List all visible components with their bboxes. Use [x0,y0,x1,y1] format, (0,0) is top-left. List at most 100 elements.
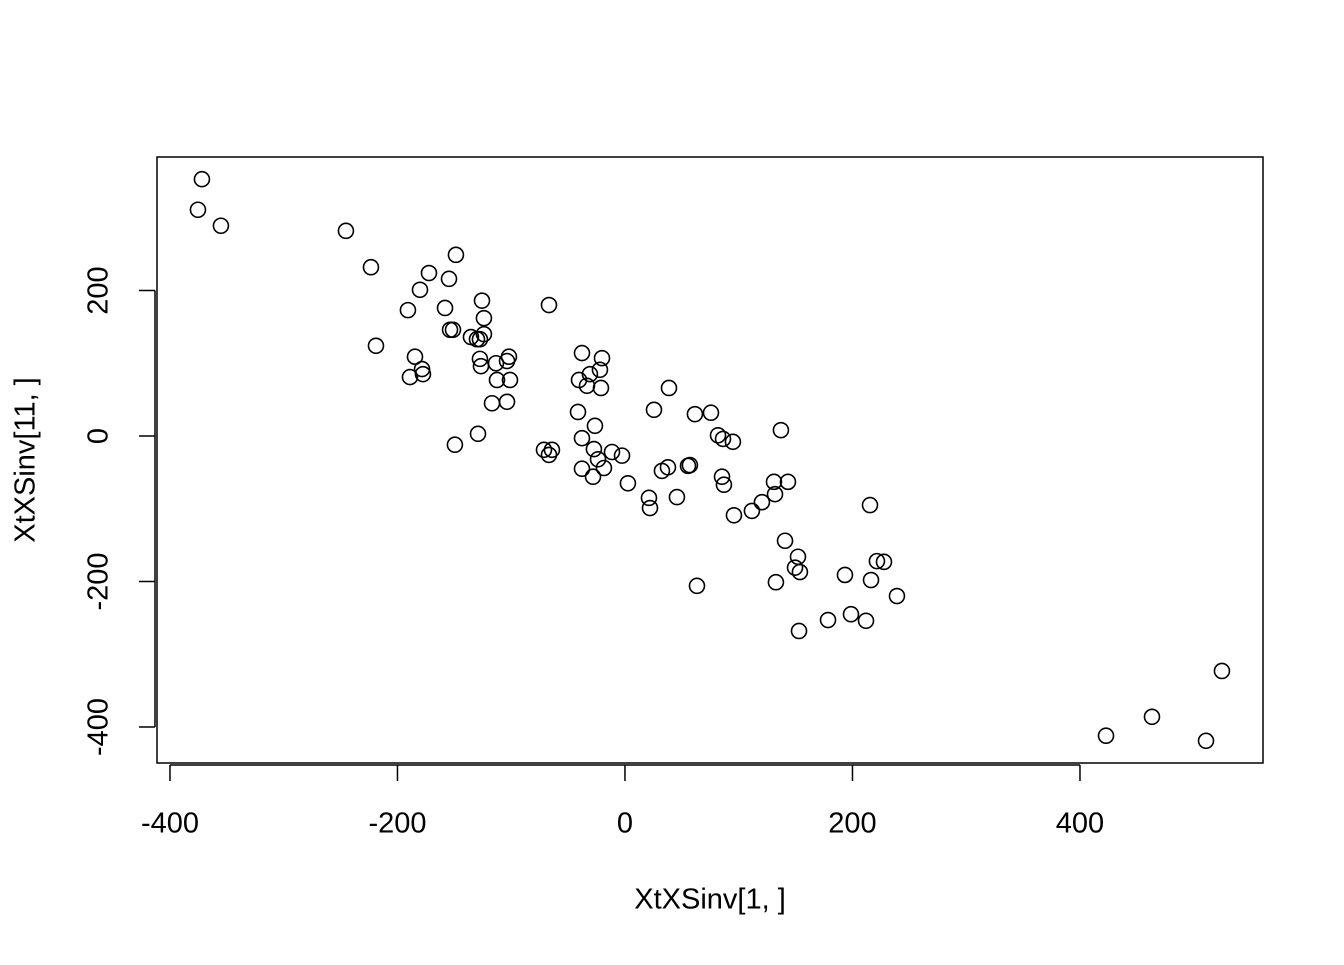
point [724,433,742,451]
point [868,552,886,570]
point [836,566,854,584]
point [591,361,609,379]
point [842,605,860,623]
point [659,458,677,476]
point [595,459,613,477]
x-tick-label: 400 [1056,808,1104,840]
point [772,421,790,439]
y-tick-label: 0 [83,428,115,444]
point [573,460,591,478]
point [875,553,893,571]
plot-box [156,156,1264,764]
point [790,622,808,640]
x-tick-label: 0 [617,808,633,840]
point [413,360,431,378]
point [535,441,553,459]
point [475,309,493,327]
point [709,426,727,444]
point [406,348,424,365]
point [586,417,604,435]
x-tick-label: 200 [828,808,876,840]
point [619,474,637,492]
x-axis-title: XtXSinv[1, ] [634,884,786,916]
point [641,499,659,517]
point [473,292,491,309]
point [589,450,607,468]
point [791,563,809,581]
point [585,440,603,458]
point [592,379,610,397]
point [1213,662,1231,680]
point [487,354,505,372]
x-tick-label: -200 [368,808,426,840]
point [337,222,355,240]
point [702,404,720,422]
point [668,488,686,506]
point [765,473,783,491]
point [725,506,743,524]
y-tick-label: -200 [83,552,115,610]
point [681,456,699,474]
point [645,401,663,419]
point [488,371,506,389]
point [540,446,558,464]
y-axis-title: XtXSinv[11, ] [10,377,42,543]
point [569,403,587,421]
point [593,349,611,367]
y-tick-label: -400 [83,698,115,756]
point [212,217,230,235]
point [444,321,462,339]
point [660,379,678,397]
point [584,468,602,486]
point [469,425,487,443]
point [713,468,731,486]
point [743,502,761,520]
point [573,344,591,362]
point [786,559,804,576]
point [888,587,906,605]
point [367,337,385,355]
point [483,394,501,412]
point [857,612,875,630]
point [640,489,658,507]
point [688,577,706,595]
point [776,532,794,550]
point [766,485,784,503]
point [715,476,733,494]
point [1197,732,1215,750]
point [789,548,807,566]
point [819,611,837,629]
point [714,430,732,448]
point [498,352,516,370]
point [613,447,631,464]
point [414,365,432,383]
point [861,496,879,514]
point [573,429,591,447]
point [1143,708,1161,726]
point [401,368,419,386]
point [471,330,489,348]
point [189,201,207,219]
point [440,270,458,288]
point [498,393,516,411]
point [420,264,438,282]
point [779,473,797,491]
point [501,371,519,389]
point [862,571,880,589]
point [436,299,454,317]
point [753,493,771,511]
point [411,281,429,299]
point [767,573,785,591]
y-tick-label: 200 [83,266,115,314]
point [1097,727,1115,745]
point [362,258,380,276]
point [471,350,489,368]
point [446,436,464,454]
point [686,405,704,423]
point [540,296,558,314]
point [447,246,465,264]
x-tick-label: -400 [141,808,199,840]
point [603,443,621,461]
point [399,301,417,319]
